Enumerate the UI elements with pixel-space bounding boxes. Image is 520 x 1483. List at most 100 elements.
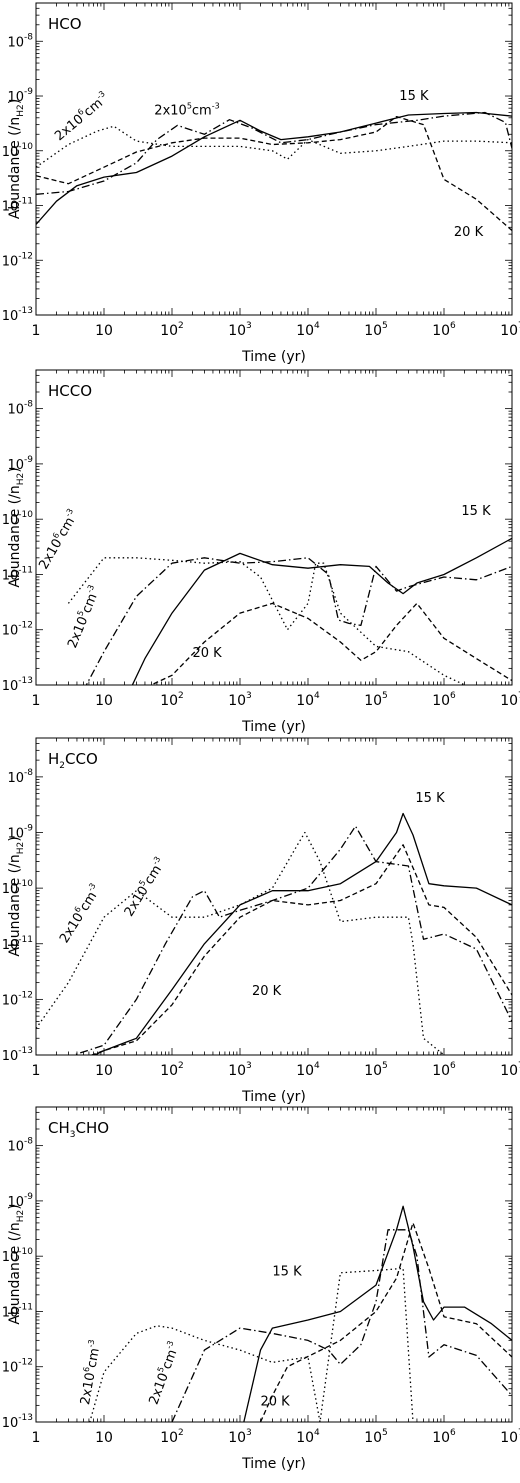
- plot-frame: [35, 369, 513, 686]
- y-tick-label: 10-12: [2, 1358, 33, 1376]
- series-line-dashdot: [171, 1229, 512, 1422]
- x-tick-label: 10: [95, 693, 113, 709]
- chart-panel-2: 1 10 102 103 104 105 106 107 10-13 10-12 10-11 10-1…: [2, 369, 520, 735]
- y-tick-label: 10-9: [7, 1192, 33, 1210]
- x-tick-label: 102: [160, 1061, 184, 1079]
- series-annotation: 15 K: [399, 89, 429, 104]
- x-tick-label: 103: [228, 1428, 252, 1446]
- series-line-dotted: [67, 557, 467, 685]
- y-tick-label: 10-11: [2, 935, 33, 953]
- y-tick-label: 10-11: [2, 197, 33, 215]
- panel-title: CH3CHO: [48, 1119, 109, 1140]
- y-tick-label: 10-13: [2, 1413, 33, 1431]
- series-group: [89, 1205, 512, 1422]
- axis-ticks: [35, 737, 512, 1056]
- x-tick-label: 102: [160, 1428, 184, 1446]
- series-group: [36, 812, 512, 1055]
- x-tick-label: 103: [228, 691, 252, 709]
- panel-title: HCCO: [48, 382, 92, 400]
- y-tick-label: 10-12: [2, 621, 33, 639]
- y-tick-label: 10-11: [2, 1302, 33, 1320]
- x-tick-label: 104: [296, 1428, 320, 1446]
- x-tick-label: 102: [160, 321, 184, 339]
- y-tick-label: 10-13: [2, 676, 33, 694]
- series-line-dashdot: [85, 557, 512, 685]
- x-tick-label: 1: [32, 1063, 41, 1079]
- panel-title: H2CCO: [48, 750, 98, 771]
- series-line-dashed: [149, 602, 512, 685]
- y-tick-label: 10-10: [2, 879, 34, 897]
- series-line-solid: [36, 111, 512, 225]
- series-line-dotted: [36, 125, 512, 168]
- series-annotation: 2x105cm-3: [154, 102, 219, 119]
- series-line-solid: [243, 1205, 512, 1422]
- x-tick-label: 105: [364, 1428, 388, 1446]
- series-line-solid: [93, 812, 512, 1055]
- x-axis-label: Time (yr): [241, 719, 306, 735]
- y-tick-label: 10-10: [2, 1247, 34, 1265]
- x-tick-label: 103: [228, 321, 252, 339]
- series-annotation: 15 K: [415, 791, 445, 806]
- x-tick-label: 107: [500, 1061, 520, 1079]
- chart-panel-1: 1 10 102 103 104 105 106 107 10-13 10-12 10-11 10-1…: [2, 2, 520, 365]
- x-tick-label: 1: [32, 1430, 41, 1446]
- y-tick-label: 10-12: [2, 251, 33, 269]
- x-tick-label: 106: [432, 1061, 456, 1079]
- chart-panel-4: 1 10 102 103 104 105 106 107 10-13 10-12 10-11 10-1…: [2, 1106, 520, 1472]
- y-tick-label: 10-9: [7, 455, 33, 473]
- y-tick-label: 10-8: [7, 1137, 33, 1155]
- series-annotation: 2x105cm-3: [63, 583, 103, 650]
- x-tick-label: 107: [500, 1428, 520, 1446]
- x-tick-label: 10: [95, 323, 113, 339]
- series-line-dashed: [259, 1222, 512, 1422]
- series-annotation: 2x105cm-3: [145, 1339, 183, 1406]
- series-annotation: 2x106cm-3: [51, 89, 112, 144]
- y-tick-label: 10-9: [7, 87, 33, 105]
- axis-ticks: [35, 369, 512, 686]
- panel-title: HCO: [48, 15, 82, 33]
- x-tick-label: 102: [160, 691, 184, 709]
- y-axis-label: Abundance (/nH2): [7, 1204, 26, 1324]
- y-tick-label: 10-12: [2, 990, 33, 1008]
- series-annotation: 15 K: [461, 504, 491, 519]
- x-axis-label: Time (yr): [241, 349, 306, 365]
- x-tick-label: 106: [432, 321, 456, 339]
- x-tick-label: 1: [32, 323, 41, 339]
- y-axis-label: Abundance (/nH2): [7, 836, 26, 956]
- y-tick-label: 10-8: [7, 400, 33, 418]
- x-tick-label: 107: [500, 321, 520, 339]
- x-tick-label: 103: [228, 1061, 252, 1079]
- series-annotation: 2x106cm-3: [35, 507, 82, 572]
- y-tick-label: 10-13: [2, 1046, 33, 1064]
- x-tick-label: 107: [500, 691, 520, 709]
- series-annotation: 2x106cm-3: [55, 881, 104, 945]
- x-axis-label: Time (yr): [241, 1456, 306, 1472]
- series-annotation: 2x105cm-3: [120, 855, 169, 919]
- series-group: [36, 111, 512, 231]
- y-tick-label: 10-9: [7, 824, 33, 842]
- x-axis-label: Time (yr): [241, 1089, 306, 1105]
- plot-frame: [35, 2, 513, 316]
- series-annotation: 2x106cm-3: [76, 1339, 104, 1406]
- series-line-dotted: [36, 831, 446, 1055]
- x-tick-label: 104: [296, 321, 320, 339]
- axis-ticks: [35, 2, 512, 316]
- y-tick-label: 10-10: [2, 510, 34, 528]
- series-annotation: 20 K: [261, 1394, 291, 1409]
- series-annotation: 20 K: [454, 225, 484, 240]
- chart-panel-3: 1 10 102 103 104 105 106 107 10-13 10-12 10-11 10-1…: [2, 737, 520, 1105]
- x-tick-label: 106: [432, 691, 456, 709]
- x-tick-label: 10: [95, 1430, 113, 1446]
- plot-frame: [35, 1106, 513, 1423]
- series-annotation: 20 K: [193, 646, 223, 661]
- series-line-dashed: [90, 844, 512, 1055]
- series-line-dashdot: [36, 111, 512, 195]
- x-tick-label: 104: [296, 691, 320, 709]
- y-tick-label: 10-8: [7, 768, 33, 786]
- y-tick-label: 10-8: [7, 32, 33, 50]
- x-tick-label: 105: [364, 1061, 388, 1079]
- series-line-dashed: [36, 115, 512, 231]
- y-axis-label: Abundance (/nH2): [7, 467, 26, 587]
- plot-frame: [35, 737, 513, 1056]
